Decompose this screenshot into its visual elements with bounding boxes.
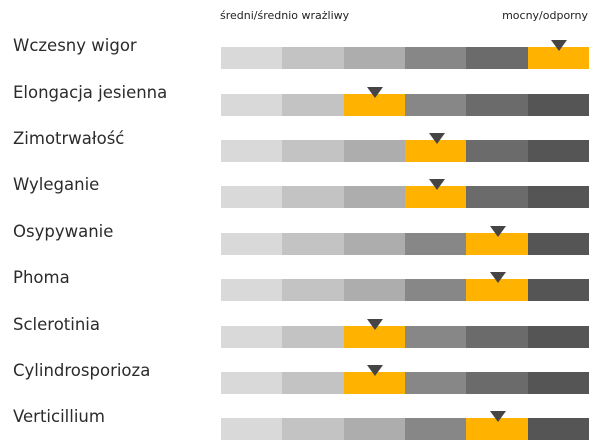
scale-segment	[404, 186, 467, 208]
scale-segment	[221, 140, 283, 162]
rating-row: Elongacja jesienna	[0, 74, 600, 120]
scale-segment	[404, 94, 467, 116]
scale-left-label: średni/średnio wrażliwy	[220, 9, 350, 22]
scale-segment	[282, 279, 344, 301]
rating-scale-bar	[221, 279, 589, 301]
rating-label: Verticillium	[13, 407, 105, 426]
rating-scale-bar	[221, 372, 589, 394]
scale-segment	[527, 47, 589, 69]
scale-segment	[343, 279, 405, 301]
scale-segment	[404, 233, 467, 255]
rating-label: Elongacja jesienna	[13, 83, 168, 102]
level-marker-icon	[429, 133, 445, 144]
scale-segment	[221, 418, 283, 440]
scale-segment	[404, 418, 467, 440]
level-marker-icon	[429, 179, 445, 190]
scale-segment	[466, 326, 528, 348]
rating-label: Cylindrosporioza	[13, 361, 151, 380]
rating-label: Zimotrwałość	[13, 129, 125, 148]
scale-segment	[282, 372, 344, 394]
scale-segment	[282, 233, 344, 255]
scale-segment	[404, 279, 467, 301]
rating-label: Wyleganie	[13, 175, 100, 194]
scale-segment	[282, 326, 344, 348]
scale-segment	[404, 326, 467, 348]
rating-row: Cylindrosporioza	[0, 352, 600, 398]
scale-segment	[466, 233, 528, 255]
rating-row: Verticillium	[0, 398, 600, 444]
scale-segment	[221, 326, 283, 348]
scale-segment	[343, 418, 405, 440]
scale-segment	[527, 94, 589, 116]
scale-segment	[221, 233, 283, 255]
rating-scale-bar	[221, 186, 589, 208]
rating-row: Wyleganie	[0, 166, 600, 212]
scale-segment	[466, 47, 528, 69]
rating-row: Wczesny wigor	[0, 27, 600, 73]
scale-segment	[527, 372, 589, 394]
scale-right-label: mocny/odporny	[502, 9, 588, 22]
scale-segment	[466, 140, 528, 162]
rating-scale-bar	[221, 233, 589, 255]
scale-segment	[466, 186, 528, 208]
level-marker-icon	[490, 272, 506, 283]
rating-scale-bar	[221, 47, 589, 69]
scale-segment	[221, 47, 283, 69]
rating-scale-bar	[221, 326, 589, 348]
scale-segment	[343, 233, 405, 255]
scale-segment	[343, 47, 405, 69]
scale-segment	[282, 47, 344, 69]
scale-segment	[282, 94, 344, 116]
scale-segment	[404, 372, 467, 394]
rating-row: Osypywanie	[0, 213, 600, 259]
scale-segment	[404, 140, 467, 162]
scale-segment	[221, 186, 283, 208]
scale-segment	[282, 140, 344, 162]
level-marker-icon	[490, 411, 506, 422]
scale-segment	[343, 326, 405, 348]
level-marker-icon	[367, 365, 383, 376]
scale-segment	[221, 372, 283, 394]
rating-row: Sclerotinia	[0, 306, 600, 352]
scale-segment	[282, 186, 344, 208]
level-marker-icon	[490, 226, 506, 237]
rating-label: Osypywanie	[13, 222, 114, 241]
scale-segment	[282, 418, 344, 440]
rating-row: Phoma	[0, 259, 600, 305]
scale-segment	[527, 279, 589, 301]
scale-segment	[466, 372, 528, 394]
scale-segment	[527, 418, 589, 440]
rating-label: Phoma	[13, 268, 70, 287]
scale-segment	[404, 47, 467, 69]
rating-row: Zimotrwałość	[0, 120, 600, 166]
scale-segment	[466, 418, 528, 440]
scale-segment	[343, 372, 405, 394]
rating-scale-bar	[221, 418, 589, 440]
rating-scale-bar	[221, 140, 589, 162]
scale-segment	[527, 326, 589, 348]
scale-segment	[343, 140, 405, 162]
scale-segment	[343, 186, 405, 208]
scale-segment	[527, 233, 589, 255]
rating-label: Sclerotinia	[13, 315, 101, 334]
scale-segment	[343, 94, 405, 116]
level-marker-icon	[367, 319, 383, 330]
scale-segment	[527, 140, 589, 162]
scale-segment	[221, 94, 283, 116]
level-marker-icon	[367, 87, 383, 98]
scale-segment	[466, 279, 528, 301]
scale-segment	[221, 279, 283, 301]
level-marker-icon	[551, 40, 567, 51]
rating-label: Wczesny wigor	[13, 36, 137, 55]
rating-scale-bar	[221, 94, 589, 116]
scale-segment	[527, 186, 589, 208]
scale-segment	[466, 94, 528, 116]
